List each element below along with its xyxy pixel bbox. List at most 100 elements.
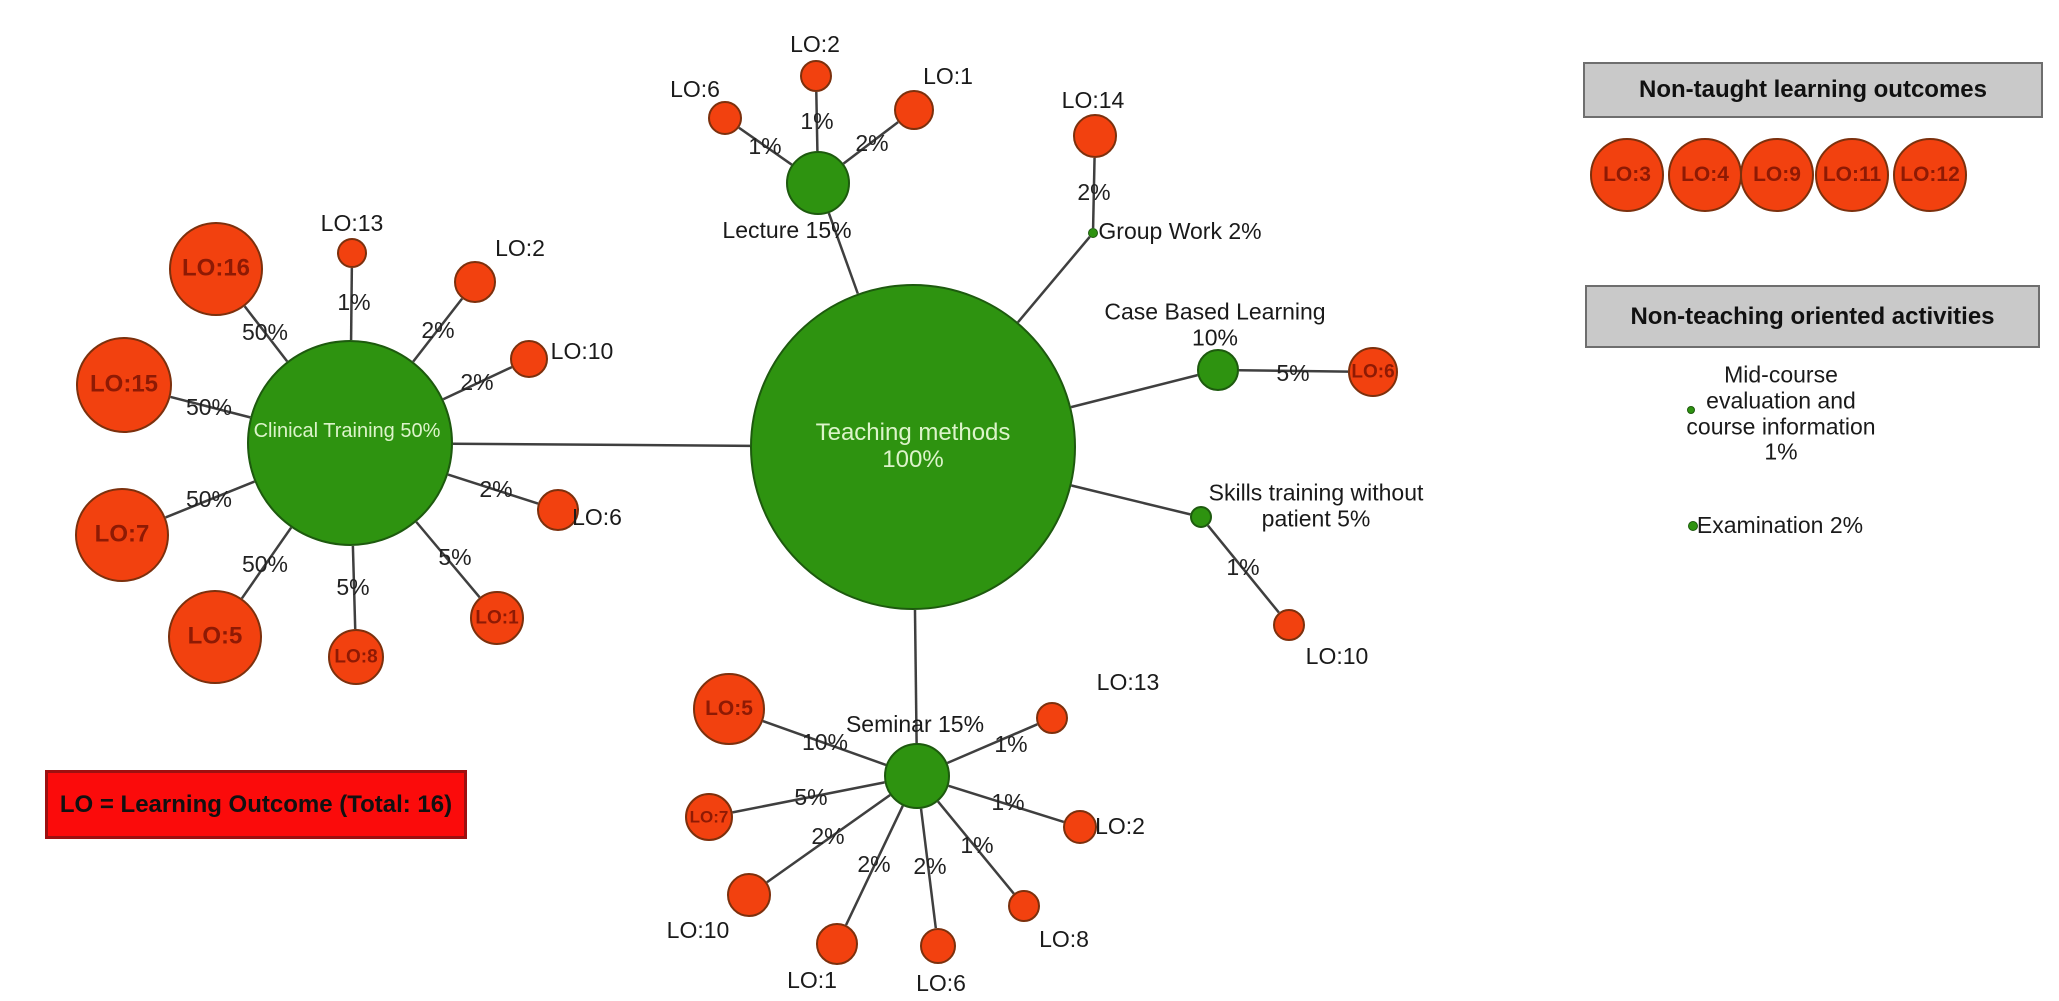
- label-lo7-seminar: LO:7: [689, 807, 729, 827]
- edge-clinical-training--lo6-clinical: [447, 473, 539, 505]
- edge-label-lecture--lo1-lecture: 2%: [855, 130, 889, 157]
- label-lo8-seminar: LO:8: [1039, 926, 1089, 953]
- edge-seminar--lo7-seminar: [732, 781, 885, 814]
- non-teaching-legend-title: Non-teaching oriented activities: [1630, 302, 1995, 330]
- edge-seminar--lo6-seminar: [919, 808, 938, 929]
- node-group-work: [1088, 228, 1098, 238]
- node-lo2-lecture: [800, 60, 832, 92]
- edge-seminar--lo1-seminar: [844, 805, 904, 926]
- edge-label-seminar--lo8-seminar: 1%: [960, 832, 994, 859]
- edge-label-seminar--lo10-seminar: 2%: [811, 823, 845, 850]
- edge-clinical-training--lo2-clinical: [412, 297, 464, 363]
- edge-label-seminar--lo1-seminar: 2%: [857, 851, 891, 878]
- label-lo3-nontaught: LO:3: [1603, 163, 1651, 187]
- label-lo6-seminar: LO:6: [916, 970, 966, 997]
- label-lo12-nontaught: LO:12: [1900, 163, 1960, 187]
- node-lo13-clinical: [337, 238, 367, 268]
- label-lo1-lecture: LO:1: [923, 63, 973, 90]
- node-seminar: [884, 743, 950, 809]
- node-clinical-training: [247, 340, 453, 546]
- label-lo4-nontaught: LO:4: [1681, 163, 1729, 187]
- node-lo1-seminar: [816, 923, 858, 965]
- edge-teaching-methods--case-based-learning: [1070, 373, 1198, 409]
- edge-label-group-work--lo14-groupwork: 2%: [1077, 179, 1111, 206]
- label-skills-training: Skills training without patient 5%: [1208, 479, 1424, 531]
- label-lo2-seminar: LO:2: [1095, 813, 1145, 840]
- node-lo6-lecture: [708, 101, 742, 135]
- non-teaching-legend-box: Non-teaching oriented activities: [1585, 285, 2040, 348]
- edge-case-based-learning--lo6-cbl: [1238, 369, 1349, 373]
- edge-label-clinical-training--lo16-clinical: 50%: [241, 319, 289, 346]
- edge-seminar--lo2-seminar: [948, 784, 1065, 824]
- node-lo9-nontaught: [1740, 138, 1814, 212]
- edge-label-clinical-training--lo2-clinical: 2%: [421, 317, 455, 344]
- edge-clinical-training--lo8-clinical: [351, 545, 357, 630]
- label-lo13-clinical: LO:13: [320, 210, 384, 237]
- label-lo5-clinical: LO:5: [187, 622, 243, 650]
- node-lo5-clinical: [168, 590, 262, 684]
- edge-clinical-training--lo16-clinical: [243, 305, 289, 363]
- edge-label-clinical-training--lo13-clinical: 1%: [337, 289, 371, 316]
- edge-clinical-training--lo15-clinical: [170, 395, 251, 419]
- edge-label-clinical-training--lo8-clinical: 5%: [336, 574, 370, 601]
- label-lo9-nontaught: LO:9: [1753, 163, 1801, 187]
- node-skills-training: [1190, 506, 1212, 528]
- node-lecture: [786, 151, 850, 215]
- node-lo13-seminar: [1036, 702, 1068, 734]
- node-lo8-clinical: [328, 629, 384, 685]
- label-lo10-seminar: LO:10: [666, 917, 730, 944]
- node-midcourse-dot: [1687, 406, 1695, 414]
- node-lo10-skills: [1273, 609, 1305, 641]
- lo-definition-box: LO = Learning Outcome (Total: 16): [45, 770, 467, 839]
- edge-clinical-training--lo5-clinical: [240, 526, 293, 600]
- edge-label-clinical-training--lo15-clinical: 50%: [185, 394, 233, 421]
- node-lo5-seminar: [693, 673, 765, 745]
- node-lo16-clinical: [169, 222, 263, 316]
- node-lo2-clinical: [454, 261, 496, 303]
- label-lo8-clinical: LO:8: [334, 646, 378, 668]
- edge-lecture--lo1-lecture: [842, 121, 899, 165]
- node-lo7-seminar: [685, 793, 733, 841]
- label-lo6-cbl: LO:6: [1351, 361, 1395, 383]
- node-lo6-cbl: [1348, 347, 1398, 397]
- label-lo11-nontaught: LO:11: [1822, 163, 1882, 187]
- edge-label-clinical-training--lo7-clinical: 50%: [185, 486, 233, 513]
- label-case-based-learning: Case Based Learning 10%: [1104, 298, 1326, 350]
- edge-label-seminar--lo13-seminar: 1%: [994, 731, 1028, 758]
- edge-clinical-training--lo13-clinical: [349, 267, 354, 341]
- edge-seminar--lo13-seminar: [946, 723, 1038, 765]
- node-lo10-seminar: [727, 873, 771, 917]
- edge-label-seminar--lo5-seminar: 10%: [801, 729, 849, 756]
- label-lo6-lecture: LO:6: [670, 76, 720, 103]
- edge-label-case-based-learning--lo6-cbl: 5%: [1276, 360, 1310, 387]
- edge-teaching-methods--lecture: [827, 212, 859, 295]
- label-lo5-seminar: LO:5: [705, 697, 753, 721]
- edge-label-clinical-training--lo10-clinical: 2%: [460, 369, 494, 396]
- node-lo8-seminar: [1008, 890, 1040, 922]
- edge-skills-training--lo10-skills: [1206, 524, 1280, 614]
- node-lo14-groupwork: [1073, 114, 1117, 158]
- label-group-work: Group Work 2%: [1098, 218, 1262, 245]
- edge-label-clinical-training--lo6-clinical: 2%: [479, 476, 513, 503]
- edge-teaching-methods--skills-training: [1071, 484, 1191, 516]
- node-lo3-nontaught: [1590, 138, 1664, 212]
- edge-label-skills-training--lo10-skills: 1%: [1226, 554, 1260, 581]
- edge-teaching-methods--group-work: [1016, 236, 1091, 324]
- label-examination-dot: Examination 2%: [1696, 512, 1864, 539]
- node-lo1-clinical: [470, 591, 524, 645]
- node-lo1-lecture: [894, 90, 934, 130]
- edge-clinical-training--lo10-clinical: [442, 365, 513, 401]
- edge-label-seminar--lo7-seminar: 5%: [794, 784, 828, 811]
- label-lo14-groupwork: LO:14: [1061, 87, 1125, 114]
- edge-group-work--lo14-groupwork: [1091, 157, 1096, 229]
- label-lo13-seminar: LO:13: [1096, 669, 1160, 696]
- node-case-based-learning: [1197, 349, 1239, 391]
- node-lo10-clinical: [510, 340, 548, 378]
- label-lo1-clinical: LO:1: [475, 607, 519, 629]
- label-lecture: Lecture 15%: [722, 217, 852, 244]
- label-lo10-clinical: LO:10: [550, 338, 614, 365]
- edge-teaching-methods--seminar: [913, 609, 918, 744]
- node-lo4-nontaught: [1668, 138, 1742, 212]
